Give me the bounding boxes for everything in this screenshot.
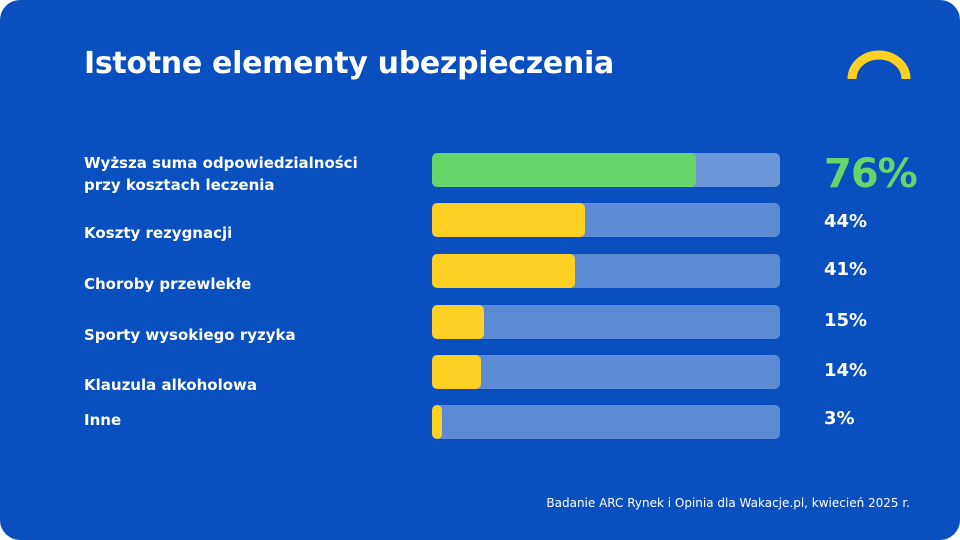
bar (432, 355, 481, 389)
category-label: Choroby przewlekłe (84, 275, 252, 293)
value-label: 15% (824, 310, 868, 331)
bar (432, 203, 585, 237)
category-label: Sporty wysokiego ryzyka (84, 326, 296, 344)
bar-row: Wyższa suma odpowiedzialności przy koszt… (0, 151, 960, 197)
value-label: 14% (824, 360, 868, 381)
chart-title: Istotne elementy ubezpieczenia (84, 46, 614, 81)
yellow-arc-logo-icon (847, 50, 911, 80)
bar-track (432, 203, 780, 237)
bar-row: Klauzula alkoholowa 14% (0, 355, 960, 395)
bar-row: Sporty wysokiego ryzyka 15% (0, 305, 960, 345)
category-label: Klauzula alkoholowa (84, 376, 258, 394)
bar (432, 254, 575, 288)
value-label: 76% (824, 151, 918, 197)
bar (432, 405, 442, 439)
value-label: 3% (824, 408, 855, 429)
category-label: Koszty rezygnacji (84, 224, 233, 242)
bar-track (432, 405, 780, 439)
bar-track (432, 305, 780, 339)
source-note: Badanie ARC Rynek i Opinia dla Wakacje.p… (546, 496, 910, 510)
bar-row: Choroby przewlekłe 41% (0, 254, 960, 294)
bar-row: Koszty rezygnacji 44% (0, 203, 960, 243)
value-label: 44% (824, 211, 868, 232)
category-label: Wyższa suma odpowiedzialności przy koszt… (84, 154, 358, 194)
value-label: 41% (824, 259, 868, 280)
bar-track (432, 355, 780, 389)
category-label: Inne (84, 411, 122, 429)
bar-track (432, 153, 780, 187)
bar (432, 305, 484, 339)
bar-track (432, 254, 780, 288)
bar (432, 153, 696, 187)
bar-row: Inne 3% (0, 405, 960, 445)
